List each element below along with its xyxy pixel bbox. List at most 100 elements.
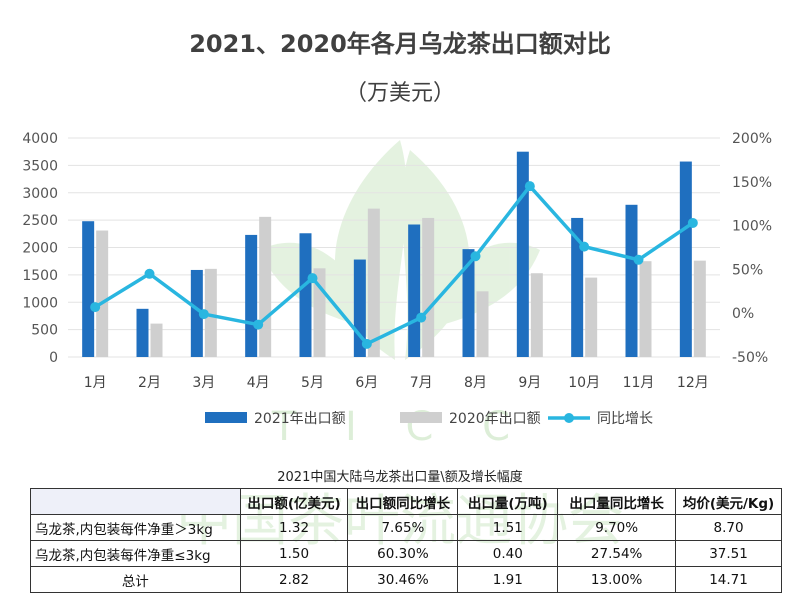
bar-2020 xyxy=(204,268,217,357)
growth-point xyxy=(144,268,155,279)
x-tick-label: 7月 xyxy=(410,375,433,391)
x-tick-label: 12月 xyxy=(677,375,709,391)
bar-2021 xyxy=(571,217,584,357)
growth-point xyxy=(633,254,644,265)
table-cell: 1.91 xyxy=(457,566,559,593)
right-axis: -50% 0% 50% 100% 150% 200% xyxy=(732,131,772,366)
table-header-cell: 出口额(亿美元) xyxy=(239,488,349,515)
x-tick-label: 5月 xyxy=(301,375,324,391)
growth-point xyxy=(470,251,481,262)
x-tick-label: 3月 xyxy=(192,375,215,391)
bar-2020 xyxy=(367,208,380,357)
table-cell: 1.50 xyxy=(239,540,349,567)
x-tick-label: 10月 xyxy=(568,375,600,391)
table-cell: 37.51 xyxy=(675,540,782,567)
x-tick-label: 4月 xyxy=(247,375,270,391)
left-tick-label: 4000 xyxy=(22,131,58,147)
table-cell: 7.65% xyxy=(347,514,459,541)
bar-2021 xyxy=(679,161,692,357)
bar-2020 xyxy=(639,261,652,357)
x-tick-label: 8月 xyxy=(464,375,487,391)
bar-2020 xyxy=(96,230,109,357)
bar-2020 xyxy=(150,323,163,357)
x-tick-label: 11月 xyxy=(623,375,655,391)
table-header-cell: 均价(美元/Kg) xyxy=(675,488,782,515)
table-row-total: 总计 2.82 30.46% 1.91 13.00% 14.71 xyxy=(30,566,782,593)
table-cell: 14.71 xyxy=(675,566,782,593)
table-cell: 30.46% xyxy=(347,566,459,593)
growth-line-path xyxy=(94,184,694,346)
growth-point xyxy=(579,241,590,252)
table-cell: 9.70% xyxy=(557,514,677,541)
table-header-row: 出口额(亿美元) 出口额同比增长 出口量(万吨) 出口量同比增长 均价(美元/K… xyxy=(30,488,782,515)
left-axis: 0 500 1000 1500 2000 2500 3000 3500 4000 xyxy=(22,131,58,366)
legend: 2021年出口额 2020年出口额 同比增长 xyxy=(205,411,653,427)
growth-point xyxy=(90,302,101,313)
right-tick-label: 150% xyxy=(732,175,772,191)
legend-swatch-2020 xyxy=(400,412,442,423)
growth-point xyxy=(198,309,209,320)
bar-2021 xyxy=(136,308,149,357)
left-tick-label: 2000 xyxy=(22,241,58,257)
legend-marker-growth xyxy=(564,413,574,423)
table-cell: 2.82 xyxy=(239,566,349,593)
bar-2021 xyxy=(625,204,638,357)
right-tick-label: -50% xyxy=(732,350,768,366)
table-header-cell xyxy=(30,488,241,515)
growth-point xyxy=(687,217,698,228)
chart-title: 2021、2020年各月乌龙茶出口额对比 xyxy=(189,30,611,58)
bar-2020 xyxy=(693,260,706,357)
bar-2021 xyxy=(408,224,421,357)
bar-2020 xyxy=(530,273,543,357)
growth-point xyxy=(416,312,427,323)
x-tick-label: 6月 xyxy=(355,375,378,391)
table-cell: 1.51 xyxy=(457,514,559,541)
bar-2021 xyxy=(245,234,258,357)
table-header-cell: 出口量(万吨) xyxy=(457,488,559,515)
gridlines xyxy=(68,137,720,358)
left-tick-label: 3500 xyxy=(22,158,58,174)
bar-2020 xyxy=(585,277,598,357)
left-tick-label: 500 xyxy=(31,323,58,339)
growth-point xyxy=(307,273,318,284)
legend-label-2021: 2021年出口额 xyxy=(254,411,346,427)
x-axis: 1月 2月 3月 4月 5月 6月 7月 8月 9月 10月 11月 12月 xyxy=(84,375,709,391)
bar-2021 xyxy=(516,151,529,357)
legend-label-2020: 2020年出口额 xyxy=(449,411,541,427)
left-tick-label: 0 xyxy=(49,350,58,366)
growth-point xyxy=(253,319,264,330)
table-cell: 13.00% xyxy=(557,566,677,593)
table-header-cell: 出口量同比增长 xyxy=(557,488,677,515)
table-row-label: 乌龙茶,内包装每件净重≤3kg xyxy=(30,540,241,567)
bar-2020 xyxy=(259,216,272,357)
table-cell: 0.40 xyxy=(457,540,559,567)
bar-2021 xyxy=(190,269,203,357)
growth-point xyxy=(361,338,372,349)
growth-point xyxy=(524,181,535,192)
table-cell: 1.32 xyxy=(239,514,349,541)
right-tick-label: 200% xyxy=(732,131,772,147)
left-tick-label: 2500 xyxy=(22,213,58,229)
right-tick-label: 50% xyxy=(732,262,763,278)
bar-2020 xyxy=(422,217,435,357)
table-row: 乌龙茶,内包装每件净重≤3kg 1.50 60.30% 0.40 27.54% … xyxy=(30,540,782,567)
table-row-label: 乌龙茶,内包装每件净重＞3kg xyxy=(30,514,241,541)
left-tick-label: 3000 xyxy=(22,186,58,202)
right-tick-label: 0% xyxy=(732,306,754,322)
chart-subtitle: （万美元） xyxy=(345,81,455,106)
bar-2020 xyxy=(476,291,489,357)
export-table: 出口额(亿美元) 出口额同比增长 出口量(万吨) 出口量同比增长 均价(美元/K… xyxy=(30,488,782,593)
x-tick-label: 1月 xyxy=(84,375,107,391)
legend-label-growth: 同比增长 xyxy=(597,411,653,427)
bar-2021 xyxy=(299,233,312,357)
left-tick-label: 1500 xyxy=(22,268,58,284)
x-tick-label: 9月 xyxy=(518,375,541,391)
right-tick-label: 100% xyxy=(732,219,772,235)
x-tick-label: 2月 xyxy=(138,375,161,391)
chart: 2021、2020年各月乌龙茶出口额对比 （万美元） 0 500 1000 1500 2… xyxy=(22,30,772,427)
bar-2021 xyxy=(462,249,475,357)
table-row-label: 总计 xyxy=(30,566,241,593)
growth-line xyxy=(90,181,698,349)
table-cell: 27.54% xyxy=(557,540,677,567)
left-tick-label: 1000 xyxy=(22,295,58,311)
